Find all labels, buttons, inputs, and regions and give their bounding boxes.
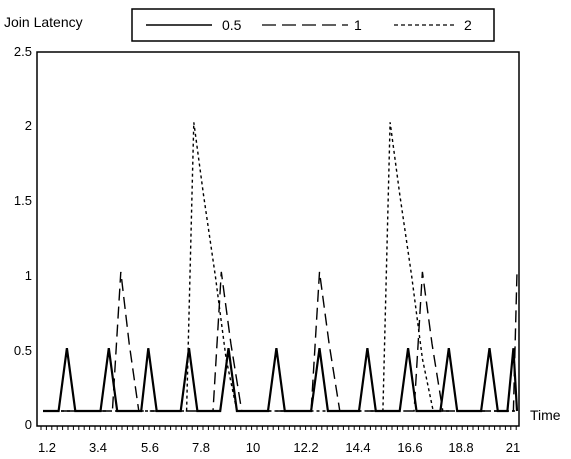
plot-area (36, 51, 520, 427)
y-tick-label: 0 (25, 417, 32, 432)
x-tick-label: 14.4 (345, 440, 370, 455)
x-axis-minor-ticks (40, 426, 517, 430)
series-line-2 (43, 122, 517, 412)
y-tick-label: 1 (25, 268, 32, 283)
x-tick-label: 3.4 (89, 440, 107, 455)
x-tick-label: 21 (506, 440, 520, 455)
legend: 0.5 1 2 (131, 8, 495, 42)
y-tick-labels: 0 0.5 1 1.5 2 2.5 (14, 44, 32, 432)
x-tick-label: 10 (246, 440, 260, 455)
y-axis-label: Join Latency (4, 14, 83, 30)
legend-label-1: 1 (354, 17, 362, 33)
y-tick-label: 0.5 (14, 343, 32, 358)
x-tick-label: 12.2 (293, 440, 318, 455)
legend-label-2: 2 (464, 17, 472, 33)
series-layer (43, 122, 519, 413)
y-tick-label: 2.5 (14, 44, 32, 59)
x-tick-label: 18.8 (448, 440, 473, 455)
x-tick-label: 7.8 (192, 440, 210, 455)
y-tick-label: 1.5 (14, 193, 32, 208)
legend-label-0-5: 0.5 (222, 17, 242, 33)
x-tick-label: 1.2 (38, 440, 56, 455)
x-tick-label: 16.6 (397, 440, 422, 455)
y-tick-label: 2 (25, 118, 32, 133)
x-axis-label: Time (530, 407, 561, 423)
x-tick-label: 5.6 (141, 440, 159, 455)
series-line-1 (43, 271, 518, 412)
x-tick-labels: 1.2 3.4 5.6 7.8 10 12.2 14.4 16.6 18.8 2… (38, 440, 520, 455)
